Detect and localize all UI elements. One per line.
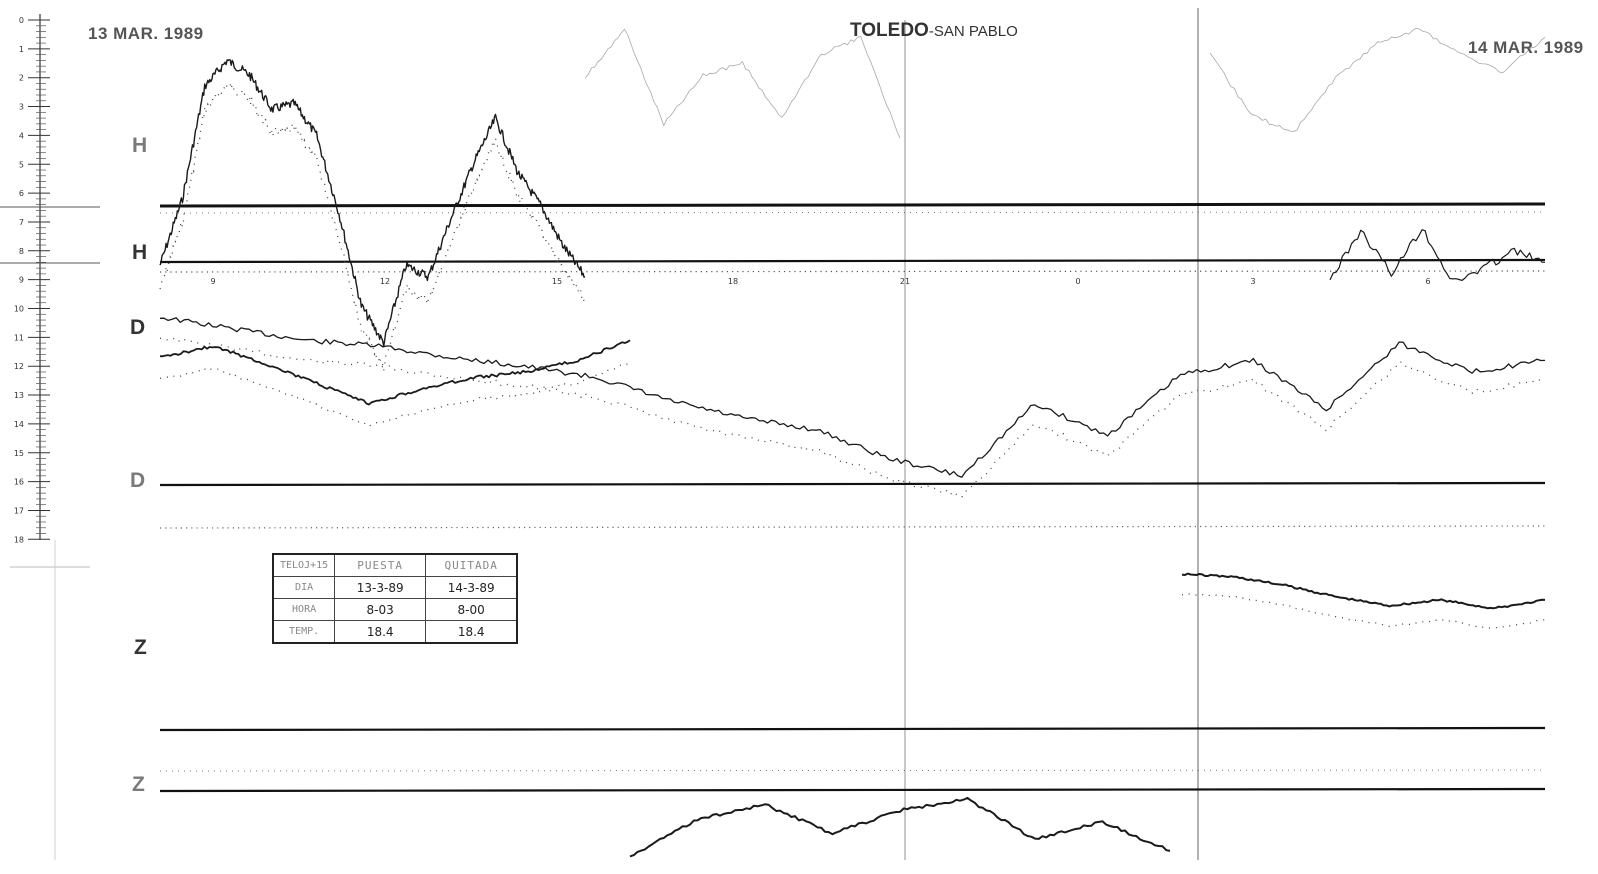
hour-dot-row [159, 270, 1546, 273]
dotted-trace-z [1181, 592, 1546, 629]
channel-label-d: D [130, 316, 146, 339]
channel-label-z: Z [134, 636, 147, 659]
trace-ghost [584, 28, 901, 139]
dotted-trace-h [159, 82, 586, 371]
cell-value: 18.4 [425, 620, 518, 644]
ruler-tick-label: 4 [19, 131, 24, 140]
ruler-tick-label: 9 [19, 276, 24, 285]
ruler-tick-label: 14 [14, 420, 24, 429]
hour-dot-row [159, 769, 1546, 772]
ruler-tick-label: 5 [19, 160, 24, 169]
table-row: TEMP. 18.4 18.4 [272, 620, 518, 644]
table-corner: TELOJ+15 [272, 553, 336, 577]
station-suffix: -SAN PABLO [928, 23, 1018, 40]
channel-label-d-base: D [130, 469, 146, 492]
ruler-tick-label: 2 [19, 74, 24, 83]
hour-label: 12 [380, 277, 390, 286]
ruler-tick-label: 15 [14, 449, 24, 458]
column-header-puesta: PUESTA [334, 553, 427, 577]
channel-label-h: H [132, 134, 148, 157]
cell-value: 8-03 [334, 598, 427, 621]
row-label: DIA [272, 576, 336, 599]
station-title: TOLEDO-SAN PABLO [850, 20, 1018, 42]
ruler-tick-label: 18 [14, 535, 24, 544]
ruler-tick-label: 17 [14, 506, 24, 515]
table-row: HORA 8-03 8-00 [272, 598, 518, 621]
dotted-trace-d [159, 337, 1546, 498]
trace-z [629, 796, 1171, 858]
trace-h [159, 58, 586, 348]
hour-label: 18 [728, 277, 738, 286]
dotted-trace-z [159, 361, 631, 428]
column-header-quitada: QUITADA [425, 553, 518, 577]
trace-z [159, 339, 631, 406]
ruler-tick-label: 11 [14, 333, 24, 342]
table-header-row: TELOJ+15 PUESTA QUITADA [272, 553, 518, 577]
channel-label-z-base: Z [132, 773, 145, 796]
ruler-tick-label: 3 [19, 103, 24, 112]
ruler-tick-label: 6 [19, 189, 24, 198]
cell-value: 13-3-89 [334, 576, 427, 599]
trace-ghost [1209, 28, 1546, 132]
station-name: TOLEDO [850, 20, 929, 41]
ruler-tick-label: 8 [19, 247, 24, 256]
trace-h [1329, 229, 1546, 281]
table-row: DIA 13-3-89 14-3-89 [272, 576, 518, 599]
ruler-tick-label: 1 [19, 45, 24, 54]
channel-label-h-base: H [132, 241, 148, 264]
hour-label: 0 [1075, 277, 1080, 286]
cell-value: 14-3-89 [425, 576, 518, 599]
hour-label: 9 [210, 277, 215, 286]
ruler-tick-label: 12 [14, 362, 24, 371]
hour-label: 3 [1250, 277, 1255, 286]
traces [159, 28, 1546, 858]
ruler-tick-label: 0 [19, 16, 24, 25]
z-lower-baseline [159, 787, 1546, 793]
trace-d [159, 317, 1546, 478]
h-lower-baseline [159, 258, 1546, 264]
start-date: 13 MAR. 1989 [88, 24, 204, 43]
ruler-tick-label: 16 [14, 478, 24, 487]
end-date: 14 MAR. 1989 [1468, 38, 1584, 57]
hour-dot-row [159, 525, 1546, 529]
cell-value: 8-00 [425, 598, 518, 621]
hour-label: 6 [1425, 277, 1430, 286]
row-label: HORA [272, 598, 336, 621]
h-upper-baseline [159, 202, 1546, 208]
d-baseline [159, 481, 1546, 487]
z-upper-baseline [159, 726, 1546, 732]
calibration-table: TELOJ+15 PUESTA QUITADA DIA 13-3-89 14-3… [272, 553, 519, 644]
hour-dot-row [159, 211, 1546, 214]
ruler-tick-label: 13 [14, 391, 24, 400]
ruler-tick-label: 10 [14, 305, 24, 314]
hour-labels: 9 12 15 18 21 0 3 6 [210, 277, 1430, 286]
ruler-tick-label: 7 [19, 218, 24, 227]
hour-label: 15 [552, 277, 562, 286]
cell-value: 18.4 [334, 620, 427, 644]
baselines [159, 202, 1546, 793]
row-label: TEMP. [272, 620, 336, 644]
hour-label: 21 [900, 277, 910, 286]
trace-z [1181, 572, 1546, 610]
